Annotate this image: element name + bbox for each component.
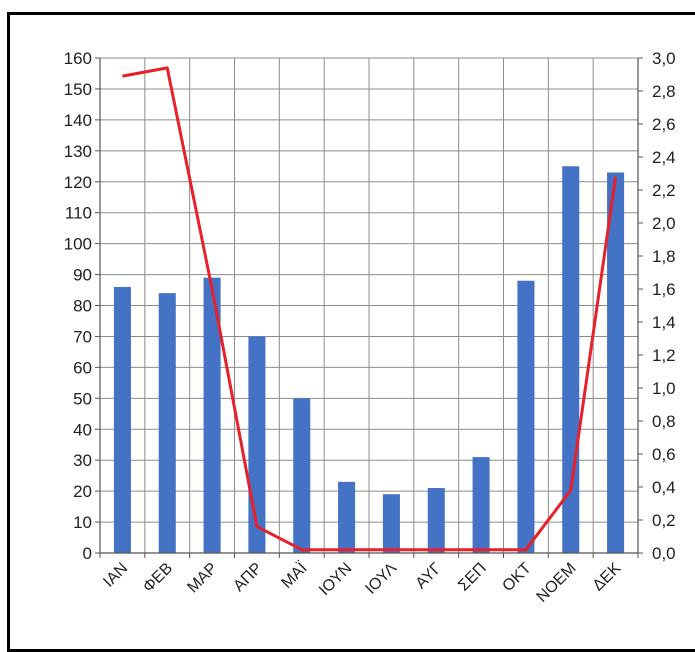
bar-1 [158,293,176,553]
gridlines [99,57,639,554]
right-tick-label: 1,4 [652,313,676,332]
bar-8 [472,457,490,553]
category-label: ΙΑΝ [100,560,131,591]
left-tick-label: 80 [73,297,92,316]
right-tick-label: 0,4 [652,478,676,497]
bar-9 [517,280,535,553]
axes [95,57,643,558]
right-tick-label: 2,6 [652,115,676,134]
right-tick-label: 2,0 [652,214,676,233]
right-tick-label: 1,6 [652,280,676,299]
left-tick-label: 120 [64,173,92,192]
left-tick-label: 30 [73,451,92,470]
left-tick-label: 110 [65,204,92,223]
left-tick-label: 100 [64,235,92,254]
bar-10 [562,166,580,553]
right-tick-label: 0,0 [652,544,676,563]
left-tick-label: 140 [64,111,92,130]
category-label: ΙΟΥΝ [316,560,355,599]
right-tick-label: 2,8 [652,82,676,101]
left-tick-label: 0 [83,544,92,563]
right-tick-label: 0,8 [652,412,676,431]
left-tick-label: 160 [64,49,92,68]
category-label: ΝΟΕΜ [534,560,580,606]
category-label: ΜΑΪ [278,559,311,592]
right-tick-label: 3,0 [652,49,676,68]
right-tick-label: 0,6 [652,445,676,464]
right-tick-label: 1,2 [652,346,676,365]
category-label: ΑΠΡ [230,560,265,595]
left-tick-label: 50 [73,389,92,408]
right-tick-label: 2,4 [652,148,676,167]
category-label: ΜΑΡ [184,560,221,597]
left-axis-ticks: 0 10 20 30 40 50 60 70 80 90 100 110 120 130 140 150 160 [64,49,92,563]
left-tick-label: 10 [73,513,92,532]
bar-11 [607,172,625,553]
bar-6 [382,494,400,553]
left-tick-label: 20 [73,482,92,501]
category-label: ΣΕΠ [455,560,490,595]
right-tick-label: 0,2 [652,511,676,530]
bar-4 [293,398,311,553]
category-label: ΔΕΚ [590,560,625,595]
left-tick-label: 90 [73,266,92,285]
bar-5 [338,481,356,553]
category-label: ΑΥΓ [413,560,446,593]
category-label: ΙΟΥΛ [362,560,400,598]
category-label: ΦΕΒ [140,560,176,596]
left-tick-label: 70 [73,327,92,346]
right-tick-label: 1,8 [652,247,676,266]
left-tick-label: 60 [73,358,92,377]
left-tick-label: 130 [64,142,92,161]
line-path [122,66,618,552]
line-series [122,66,618,552]
bar-7 [427,488,445,553]
bar-2 [203,277,221,553]
right-tick-label: 1,0 [652,379,676,398]
right-axis-ticks: 0,0 0,2 0,4 0,6 0,8 1,0 1,2 1,4 1,6 1,8 2,0 2,2 2,4 2… [652,49,676,563]
category-label: ΟΚΤ [499,560,534,595]
left-tick-label: 150 [64,80,92,99]
right-tick-label: 2,2 [652,181,676,200]
left-tick-label: 40 [73,420,92,439]
bar-0 [113,286,131,553]
